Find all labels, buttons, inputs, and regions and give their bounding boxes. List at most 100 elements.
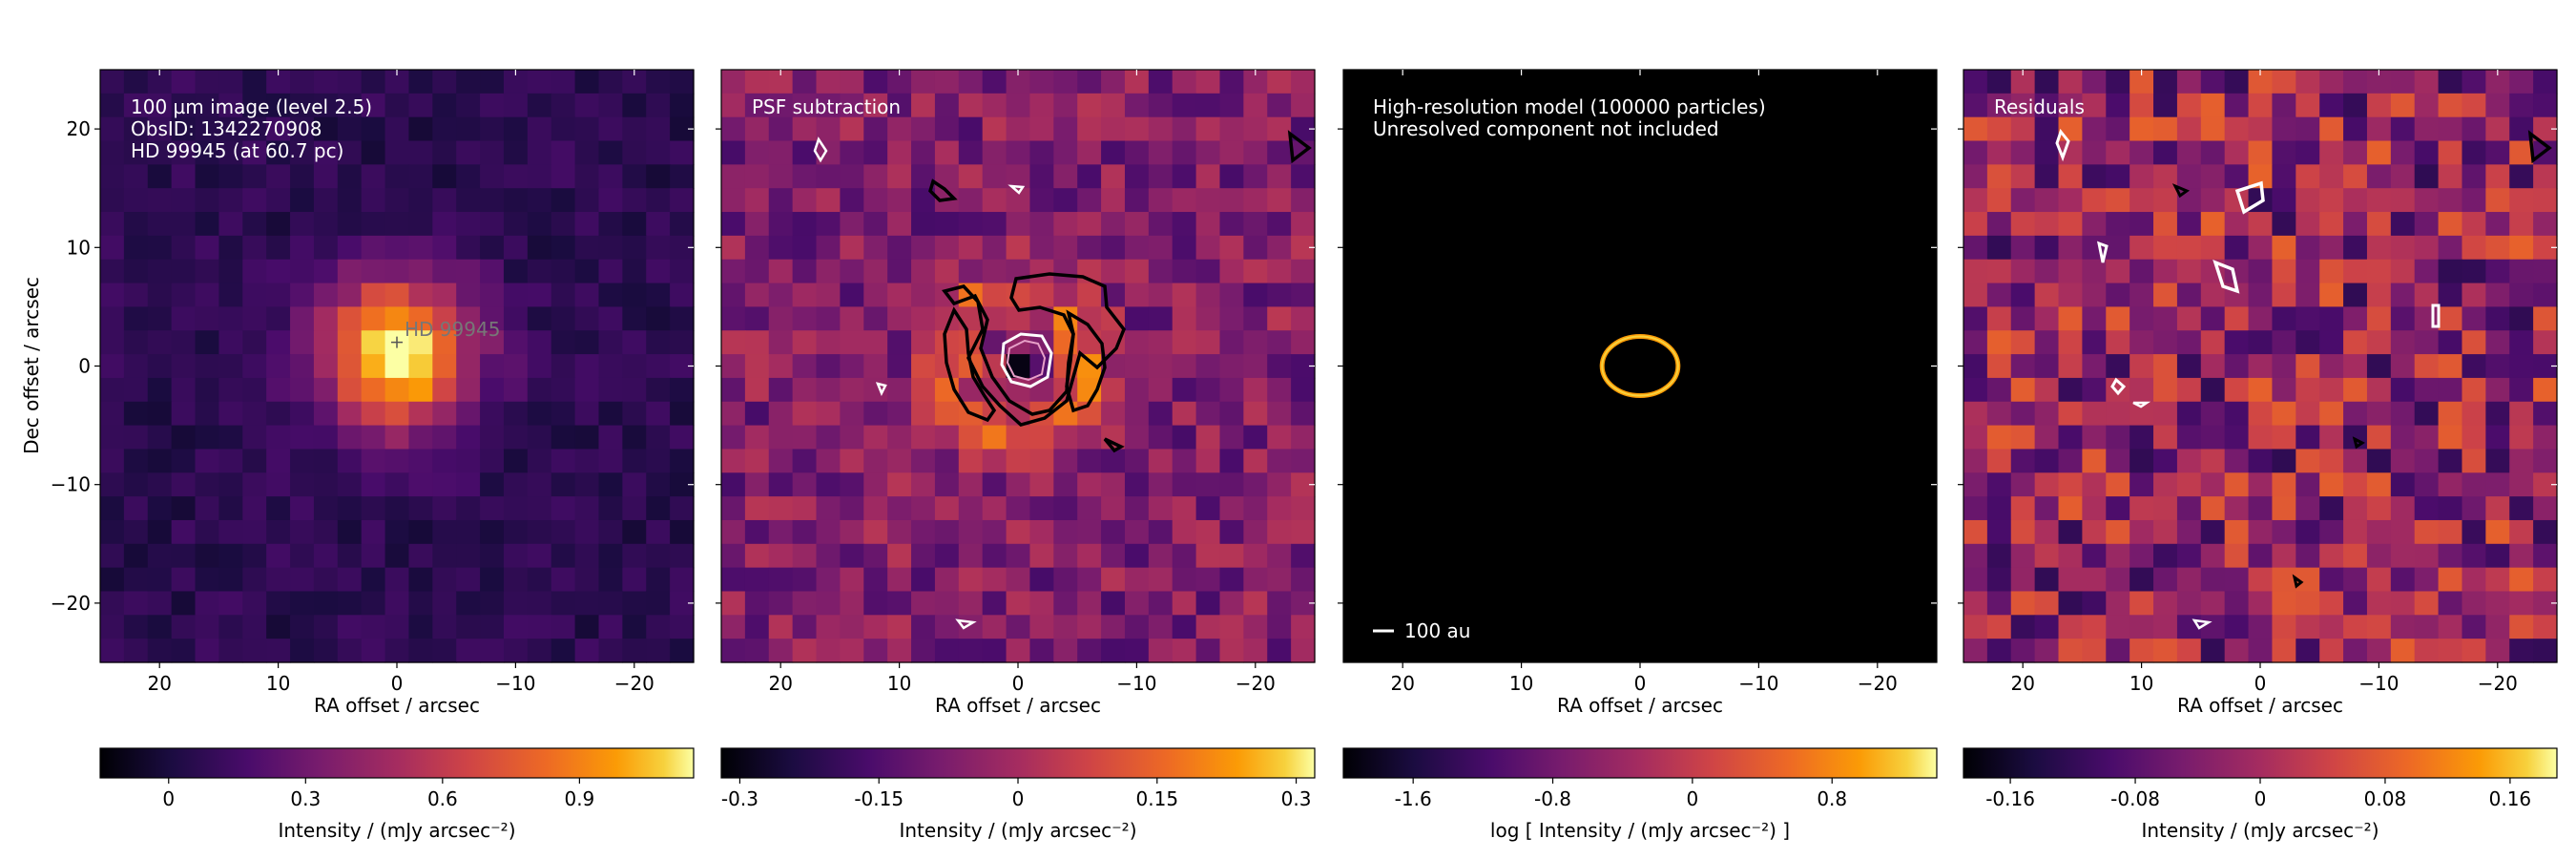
- pixel: [1077, 449, 1102, 473]
- pixel: [1195, 496, 1221, 521]
- pixel: [313, 591, 339, 616]
- pixel: [598, 212, 623, 237]
- y-tick-label: 0: [78, 355, 91, 378]
- res-contour-7: [2132, 401, 2151, 409]
- x-tick-label: −20: [614, 672, 654, 695]
- pixel: [816, 591, 841, 616]
- pixel: [1053, 401, 1078, 427]
- pixel: [1219, 449, 1244, 473]
- pixel: [1291, 330, 1316, 355]
- pixel: [361, 567, 386, 593]
- pixel: [2366, 188, 2392, 213]
- pixel: [384, 354, 410, 379]
- pixel: [384, 259, 410, 284]
- pixel: [911, 519, 936, 545]
- pixel: [1267, 519, 1292, 545]
- pixel: [1124, 259, 1150, 284]
- pixel: [2272, 401, 2296, 427]
- pixel: [2533, 188, 2558, 213]
- pixel: [2176, 354, 2202, 379]
- pixel: [1006, 591, 1031, 616]
- pixel: [242, 235, 267, 261]
- pixel: [2462, 70, 2486, 94]
- star-marker: [391, 336, 403, 348]
- pixel: [2082, 70, 2107, 94]
- pixel: [100, 306, 125, 331]
- pixel: [2010, 116, 2036, 142]
- pixel: [313, 116, 339, 142]
- pixel: [361, 164, 386, 189]
- x-tick-label: −20: [1858, 672, 1898, 695]
- pixel: [2224, 639, 2250, 663]
- colorbar-tick-label: 0.9: [564, 787, 594, 810]
- pixel: [958, 449, 984, 473]
- pixel: [744, 519, 770, 545]
- pixel: [337, 567, 363, 593]
- pixel: [863, 306, 888, 331]
- pixel: [887, 496, 912, 521]
- pixel: [816, 354, 841, 379]
- pixel: [1172, 401, 1197, 427]
- pixel: [384, 425, 410, 450]
- pixel: [2082, 283, 2107, 307]
- pixel: [646, 615, 671, 639]
- pixel: [2106, 140, 2130, 165]
- pixel: [147, 496, 173, 521]
- pixel: [2438, 401, 2463, 427]
- pixel: [768, 377, 794, 403]
- pixel: [2485, 212, 2510, 237]
- pixel: [1172, 164, 1197, 189]
- pixel: [2082, 164, 2107, 189]
- pixel: [887, 330, 912, 355]
- pixel: [721, 235, 746, 261]
- pixel: [100, 543, 125, 569]
- pixel: [670, 93, 695, 118]
- pixel: [2176, 567, 2202, 593]
- pixel: [2509, 164, 2534, 189]
- pixel: [1219, 591, 1244, 616]
- pixel: [1124, 615, 1150, 639]
- pixel: [2390, 354, 2416, 379]
- pixel: [456, 93, 481, 118]
- pixel: [2319, 472, 2344, 497]
- pixel: [2296, 306, 2320, 331]
- pixel: [2200, 235, 2226, 261]
- pixel: [1077, 164, 1102, 189]
- pixel: [1195, 212, 1221, 237]
- pixel: [1963, 188, 1988, 213]
- pixel: [2248, 639, 2274, 663]
- pixel: [2414, 235, 2440, 261]
- pixel: [2034, 472, 2060, 497]
- pixel: [598, 496, 623, 521]
- pixel: [2153, 212, 2178, 237]
- pixel: [840, 306, 864, 331]
- pixel: [670, 259, 695, 284]
- pixel: [2010, 188, 2036, 213]
- pixel: [551, 70, 576, 94]
- colorbar-4-ticks: -0.16 -0.08 0 0.08 0.16: [1985, 778, 2531, 810]
- pixel: [456, 496, 481, 521]
- panel-1-ylabel: Dec offset / arcsec: [20, 277, 43, 454]
- colorbar-tick-label: 0.6: [427, 787, 458, 810]
- pixel: [816, 93, 841, 118]
- pixel: [171, 188, 197, 213]
- pixel: [480, 70, 505, 94]
- pixel: [2082, 259, 2107, 284]
- pixel: [242, 449, 267, 473]
- pixel: [2129, 235, 2154, 261]
- pixel: [863, 425, 888, 450]
- pixel: [2224, 259, 2250, 284]
- pixel: [2034, 259, 2060, 284]
- pixel: [1219, 188, 1244, 213]
- pixel: [598, 283, 623, 307]
- pixel: [1006, 425, 1031, 450]
- pixel: [2176, 306, 2202, 331]
- x-tick-label: 20: [2010, 672, 2034, 695]
- pixel: [1986, 472, 2012, 497]
- pixel: [768, 449, 794, 473]
- pixel: [2509, 567, 2534, 593]
- pixel: [100, 212, 125, 237]
- pixel: [1029, 283, 1054, 307]
- pixel: [551, 425, 576, 450]
- pixel: [1291, 567, 1316, 593]
